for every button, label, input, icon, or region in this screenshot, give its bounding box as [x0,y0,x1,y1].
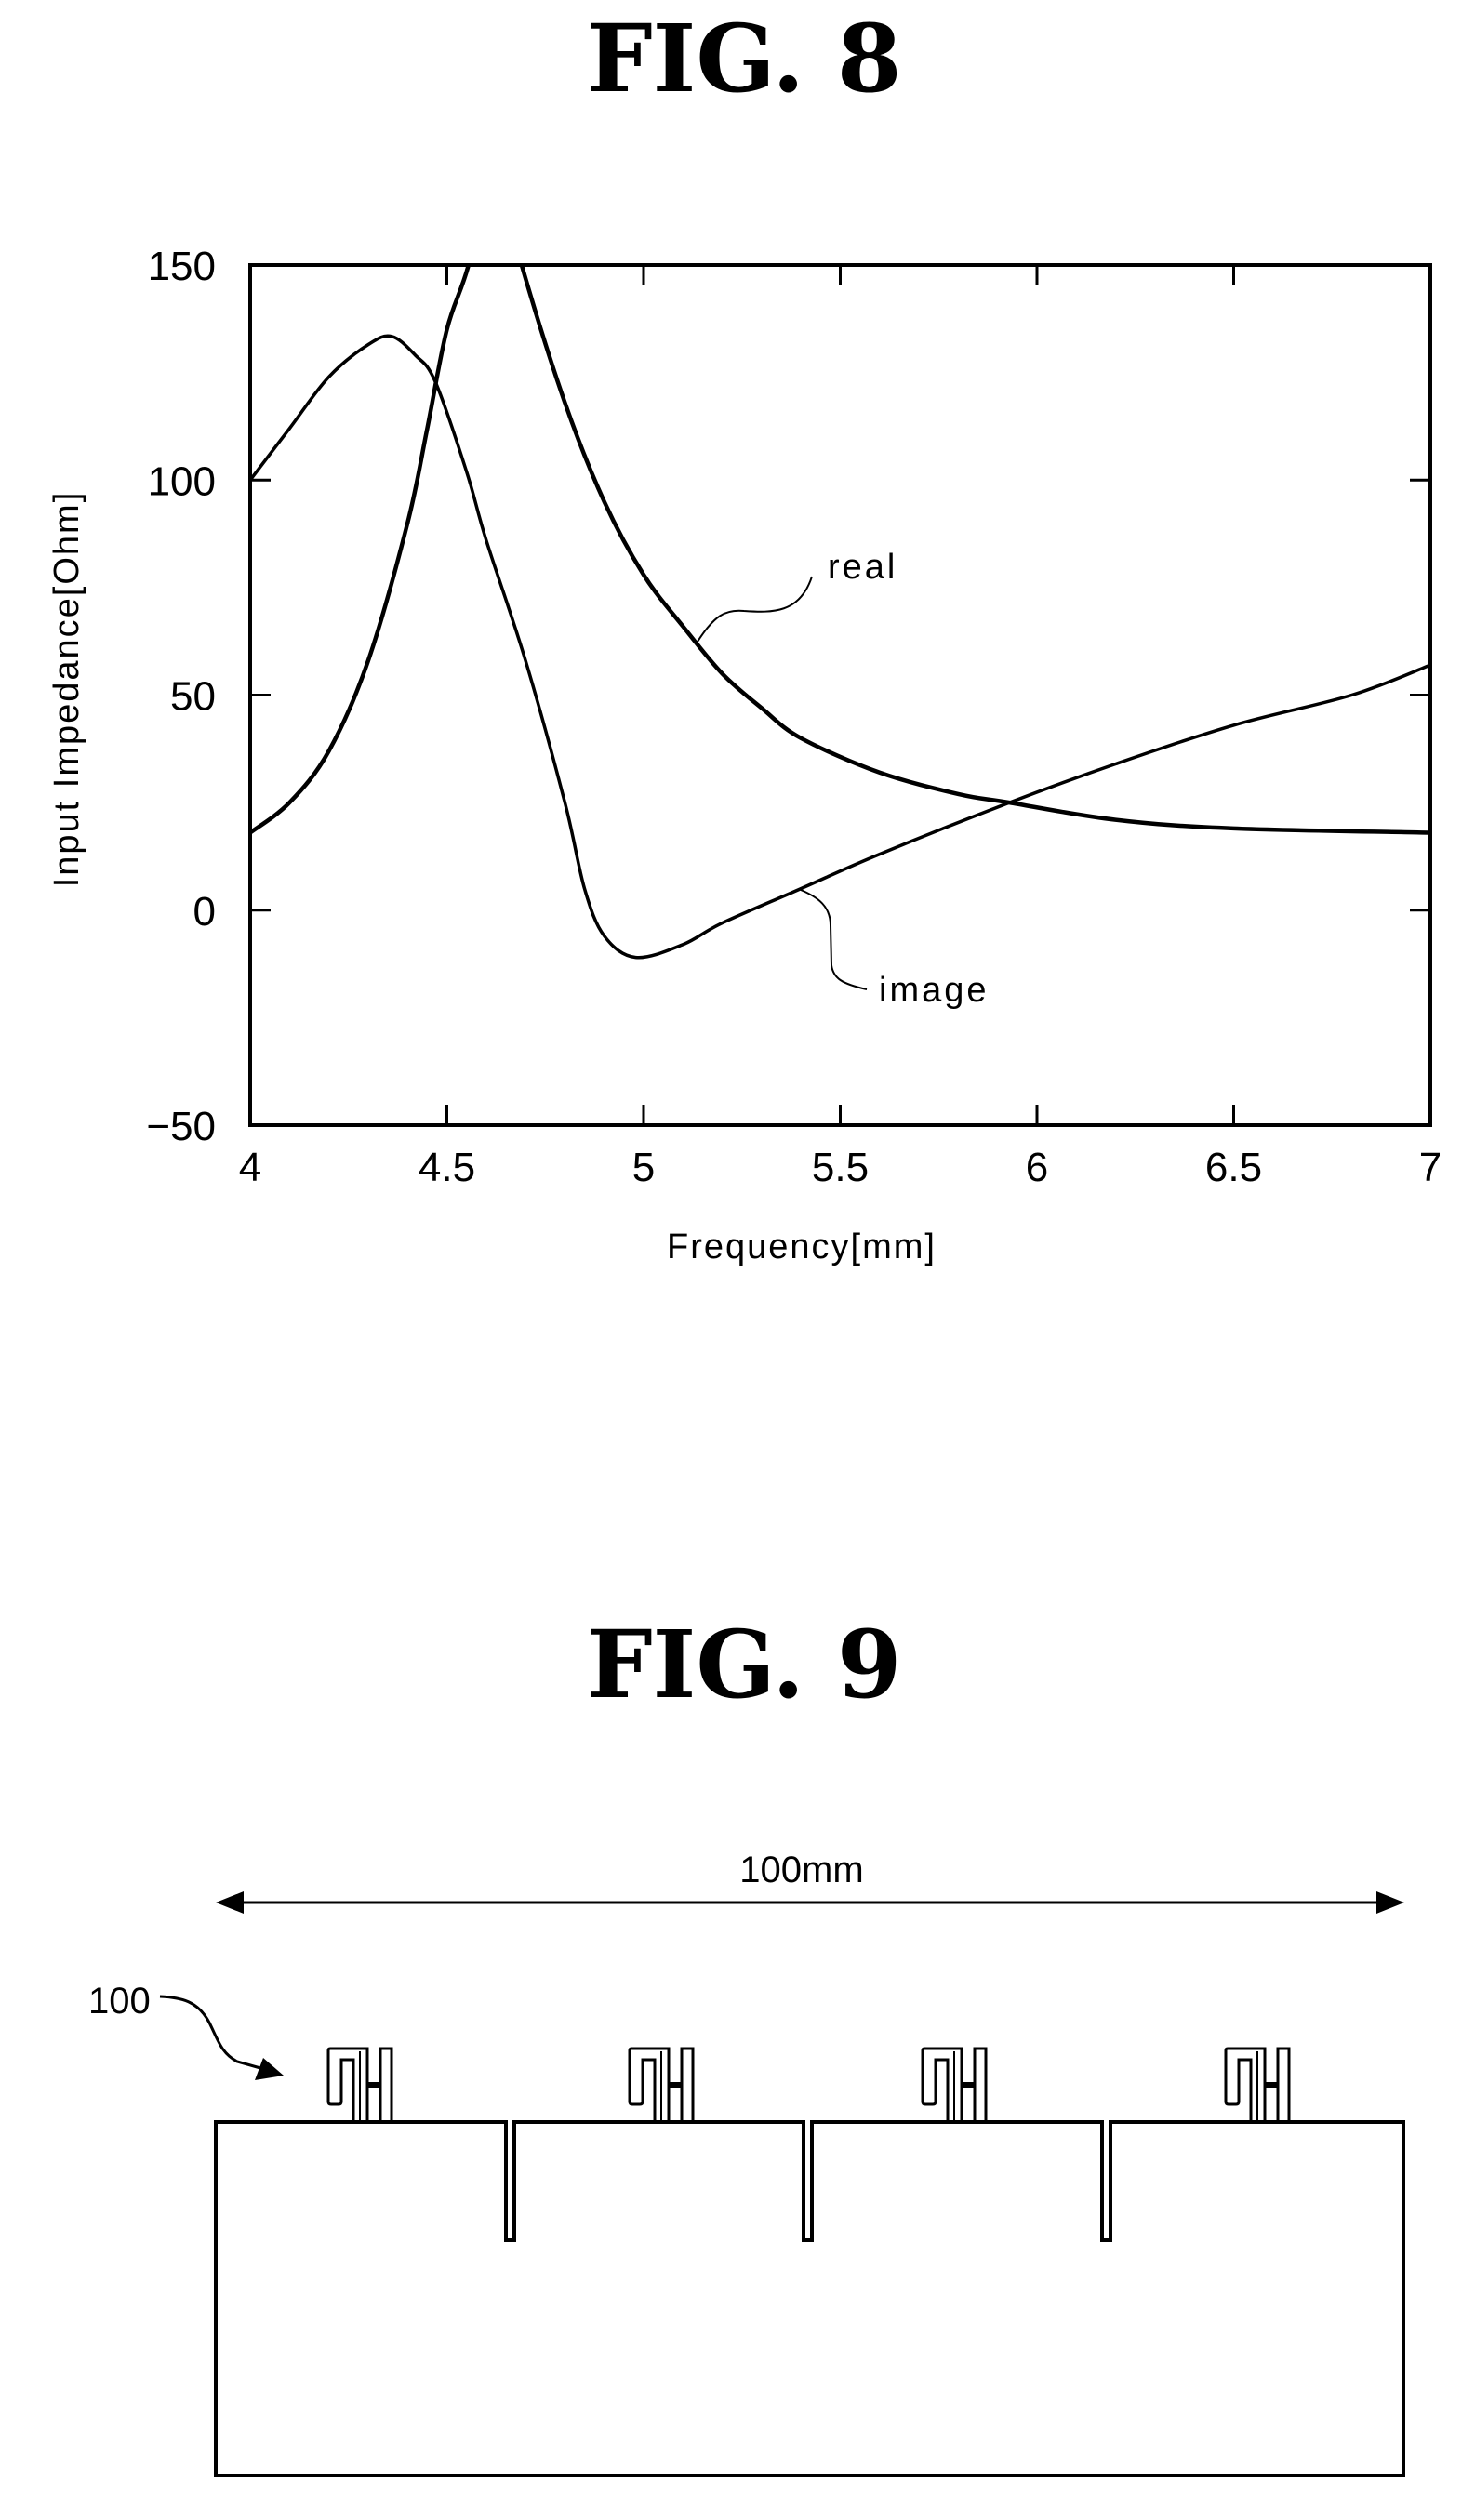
reference-arrowhead-icon [255,2058,284,2080]
arrowhead-left-icon [216,1891,244,1914]
antenna-element [630,2049,693,2122]
antenna-element [923,2049,986,2122]
real-leader-line [698,577,812,642]
antenna-array-diagram: 100mm 100 [88,1850,1404,2475]
plot-frame [250,265,1430,1125]
x-axis-ticks: 4 4.5 5 5.5 6 6.5 7 [239,265,1442,1190]
y-tick-label: 0 [193,889,216,935]
reference-numeral: 100 [88,1981,151,2022]
ground-board [216,2122,1403,2475]
x-tick-label: 6.5 [1205,1145,1262,1190]
x-tick-label: 5.5 [812,1145,869,1190]
antenna-elements [328,2049,1289,2122]
image-leader-line [801,890,867,989]
image-annotation: image [879,971,990,1010]
antenna-element [328,2049,392,2122]
x-tick-label: 5 [632,1145,655,1190]
reference-leader-line [160,1996,260,2068]
x-tick-label: 4.5 [419,1145,475,1190]
x-tick-label: 4 [239,1145,261,1190]
y-axis-ticks: 150 100 50 0 −50 [146,244,1430,1149]
dimension-label: 100mm [739,1850,863,1890]
patent-figures: FIG. 8 4 4.5 5 5.5 6 6.5 7 150 100 50 0 −50 Freque… [0,0,1475,2520]
real-annotation: real [828,548,897,587]
y-axis-label: Input Impedance[Ohm] [47,491,86,888]
real-curve [250,157,1430,832]
y-tick-label: −50 [146,1104,216,1149]
fig9-title: FIG. 9 [587,1610,902,1719]
x-tick-label: 7 [1419,1145,1442,1190]
antenna-element [1226,2049,1289,2122]
y-tick-label: 100 [148,458,216,504]
arrowhead-right-icon [1376,1891,1404,1914]
impedance-chart: 4 4.5 5 5.5 6 6.5 7 150 100 50 0 −50 Frequency[mm]… [47,157,1442,1267]
y-tick-label: 150 [148,244,216,289]
y-tick-label: 50 [170,674,216,720]
fig8-title: FIG. 8 [587,4,902,113]
x-tick-label: 6 [1026,1145,1048,1190]
x-axis-label: Frequency[mm] [667,1227,937,1267]
